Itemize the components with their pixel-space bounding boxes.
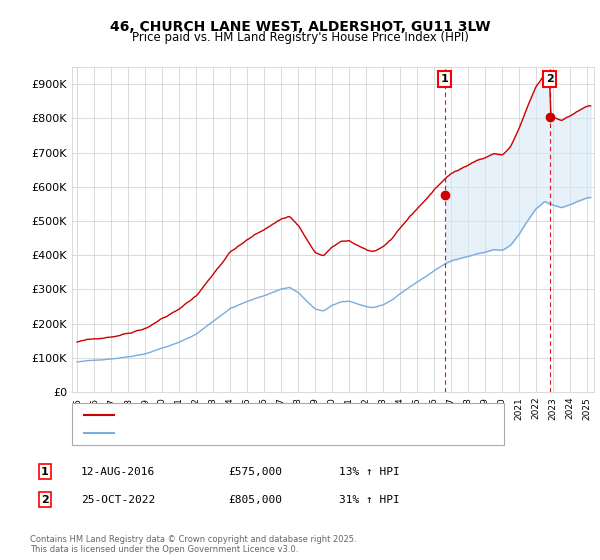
Text: 2: 2 [546,74,554,84]
Text: Price paid vs. HM Land Registry's House Price Index (HPI): Price paid vs. HM Land Registry's House … [131,31,469,44]
Text: 1: 1 [441,74,449,84]
Text: £575,000: £575,000 [228,466,282,477]
Text: 25-OCT-2022: 25-OCT-2022 [81,494,155,505]
Text: £805,000: £805,000 [228,494,282,505]
Text: 46, CHURCH LANE WEST, ALDERSHOT, GU11 3LW: 46, CHURCH LANE WEST, ALDERSHOT, GU11 3L… [110,20,490,34]
Text: 1: 1 [41,466,49,477]
Text: 13% ↑ HPI: 13% ↑ HPI [339,466,400,477]
Text: Contains HM Land Registry data © Crown copyright and database right 2025.
This d: Contains HM Land Registry data © Crown c… [30,535,356,554]
Text: HPI: Average price, detached house, Rushmoor: HPI: Average price, detached house, Rush… [120,428,365,438]
Text: 46, CHURCH LANE WEST, ALDERSHOT, GU11 3LW (detached house): 46, CHURCH LANE WEST, ALDERSHOT, GU11 3L… [120,410,473,420]
Text: 31% ↑ HPI: 31% ↑ HPI [339,494,400,505]
Text: 2: 2 [41,494,49,505]
Text: 12-AUG-2016: 12-AUG-2016 [81,466,155,477]
